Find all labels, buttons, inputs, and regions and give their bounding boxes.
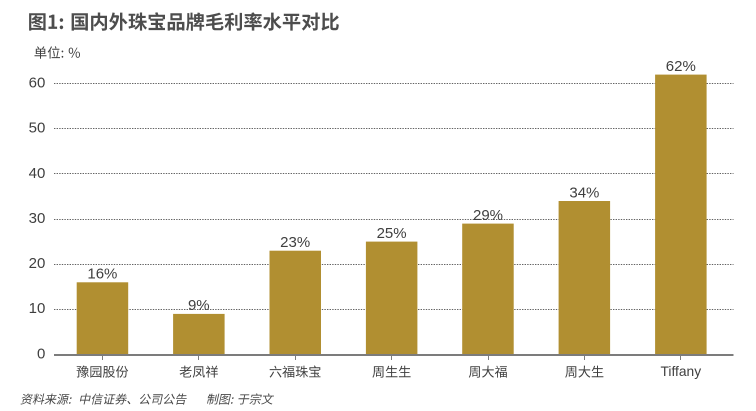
svg-text:10: 10 bbox=[29, 300, 46, 317]
svg-text:60: 60 bbox=[29, 75, 46, 92]
svg-text:0: 0 bbox=[37, 345, 45, 362]
svg-text:62%: 62% bbox=[666, 58, 696, 75]
svg-text:23%: 23% bbox=[280, 234, 310, 251]
svg-text:25%: 25% bbox=[377, 225, 407, 242]
svg-text:16%: 16% bbox=[87, 266, 117, 283]
svg-text:50: 50 bbox=[29, 120, 46, 137]
svg-text:34%: 34% bbox=[569, 184, 599, 201]
svg-text:29%: 29% bbox=[473, 207, 503, 224]
svg-text:9%: 9% bbox=[188, 297, 210, 314]
svg-text:Tiffany: Tiffany bbox=[660, 364, 701, 379]
svg-text:20: 20 bbox=[29, 255, 46, 272]
svg-text:40: 40 bbox=[29, 165, 46, 182]
svg-text:30: 30 bbox=[29, 210, 46, 227]
